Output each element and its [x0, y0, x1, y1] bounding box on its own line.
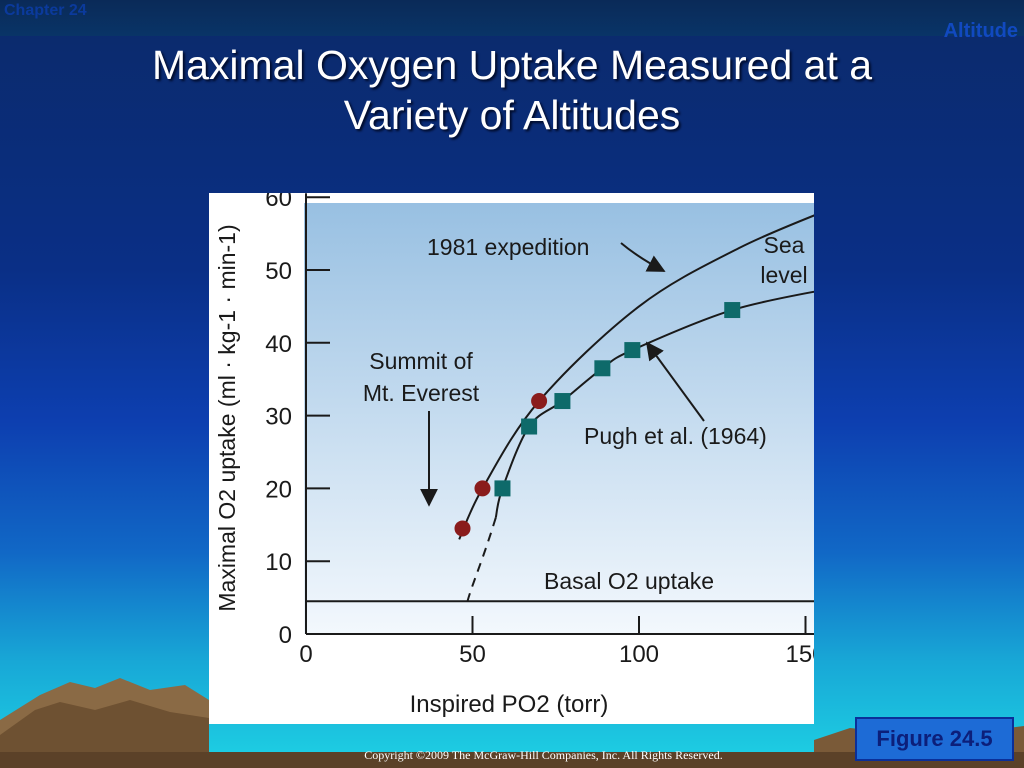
x-axis-label: Inspired PO2 (torr) [410, 691, 609, 718]
pugh-data-point [554, 393, 571, 410]
x-tick-label: 50 [459, 641, 486, 668]
pugh-arrow [645, 341, 705, 422]
x-tick-label: 0 [299, 641, 312, 668]
y-tick-label: 50 [265, 258, 292, 285]
top-bar: Chapter 24 Altitude [0, 0, 1024, 42]
title-line-1: Maximal Oxygen Uptake Measured at a [151, 42, 873, 88]
annotation-basal: Basal O2 uptake [544, 568, 714, 594]
curve-pugh-extrapolation [466, 517, 497, 602]
x-tick-label: 150 [785, 641, 814, 668]
annotation-expedition: 1981 expedition [427, 234, 589, 260]
pugh-data-point [594, 360, 611, 377]
annotation-summit-line-2: Mt. Everest [363, 380, 480, 406]
pugh-data-point [494, 480, 511, 497]
section-label: Altitude [943, 20, 1018, 42]
expedition-arrow [620, 242, 666, 272]
slide-title: Maximal Oxygen Uptake Measured at a Vari… [60, 40, 964, 140]
oxygen-uptake-chart: 0 10 20 30 40 50 60 0 50 100 150 1981 expedition S… [214, 185, 841, 718]
y-tick-label: 20 [265, 476, 292, 503]
y-tick-label: 40 [265, 331, 292, 358]
expedition-data-point [531, 393, 548, 410]
annotation-sea-level-line-2: level [760, 262, 807, 288]
x-tick-label: 100 [619, 641, 659, 668]
plot-area [304, 203, 814, 634]
pugh-data-point [624, 342, 641, 359]
pugh-data-point [724, 302, 741, 319]
expedition-data-point [454, 520, 471, 537]
y-tick-label: 30 [265, 404, 292, 431]
pugh-data-point [521, 418, 538, 435]
figure-label: Figure 24.5 [855, 717, 1014, 761]
y-tick-label: 10 [265, 549, 292, 576]
y-tick-label: 0 [279, 622, 292, 649]
annotation-sea-level-line-1: Sea [764, 232, 805, 258]
y-axis-label: Maximal O2 uptake (ml · kg-1 · min-1) [214, 224, 240, 611]
annotation-summit-line-1: Summit of [369, 348, 473, 374]
chapter-label: Chapter 24 [4, 2, 87, 19]
expedition-data-point [474, 480, 491, 497]
chart-panel: 0 10 20 30 40 50 60 0 50 100 150 1981 expedition S… [209, 185, 841, 724]
copyright-notice: Copyright ©2009 The McGraw-Hill Companie… [364, 748, 723, 762]
title-line-2: Variety of Altitudes [343, 92, 681, 138]
y-tick-label: 60 [265, 193, 292, 212]
annotation-pugh: Pugh et al. (1964) [584, 423, 767, 449]
